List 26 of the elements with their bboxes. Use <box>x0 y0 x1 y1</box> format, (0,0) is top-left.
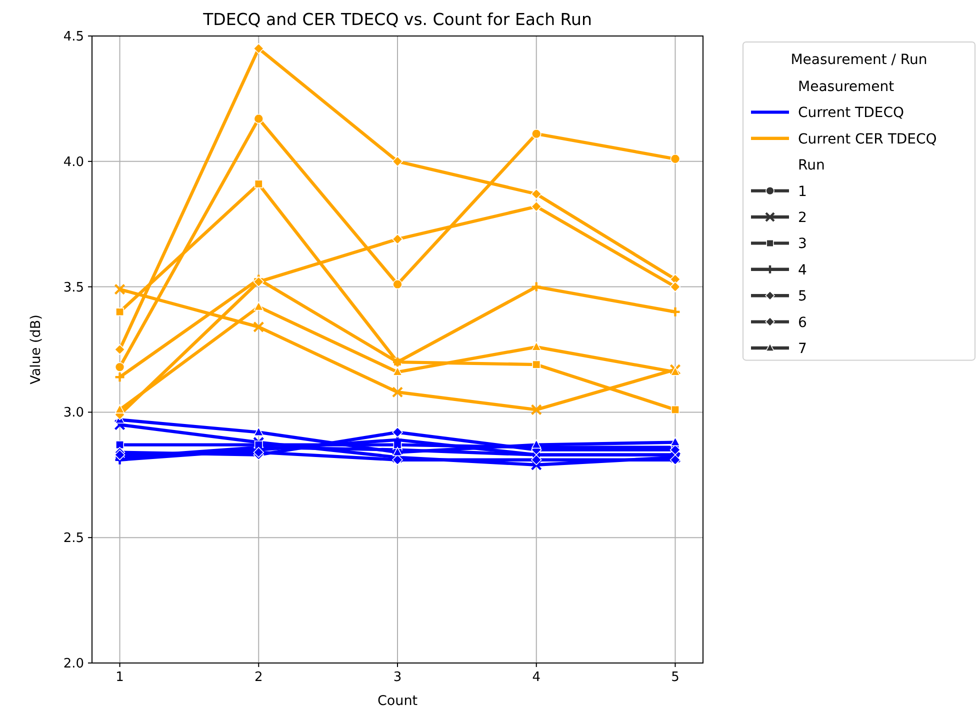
text: 4 <box>798 262 807 278</box>
legend-label: Current TDECQ <box>798 105 904 122</box>
text: Measurement <box>798 79 895 95</box>
y-tick-label: 3.0 <box>63 406 84 421</box>
y-tick-label: 3.5 <box>63 280 84 296</box>
text: Run <box>798 158 825 174</box>
legend-label: Current CER TDECQ <box>798 131 937 148</box>
legend-title: Measurement / Run <box>790 52 928 68</box>
x-axis-title: Count <box>377 693 418 709</box>
y-tick-label: 2.0 <box>63 656 84 672</box>
text: 1 <box>798 184 807 200</box>
chart-title: TDECQ and CER TDECQ vs. Count for Each Run <box>202 10 592 29</box>
x-tick-label: 4 <box>532 670 541 685</box>
x-tick-label: 2 <box>254 670 263 685</box>
text: 5 <box>798 288 807 305</box>
x-tick-label: 3 <box>393 670 402 685</box>
y-tick-label: 4.0 <box>63 154 84 170</box>
text: 7 <box>798 341 807 357</box>
x-tick-label: 5 <box>671 670 680 685</box>
text: 3 <box>798 236 807 252</box>
y-tick-label: 4.5 <box>63 30 84 44</box>
y-axis-title: Value (dB) <box>28 314 44 384</box>
y-tick-label: 2.5 <box>63 531 84 546</box>
text: 2 <box>798 210 807 226</box>
x-tick-label: 1 <box>116 670 124 685</box>
text: 6 <box>798 314 807 331</box>
